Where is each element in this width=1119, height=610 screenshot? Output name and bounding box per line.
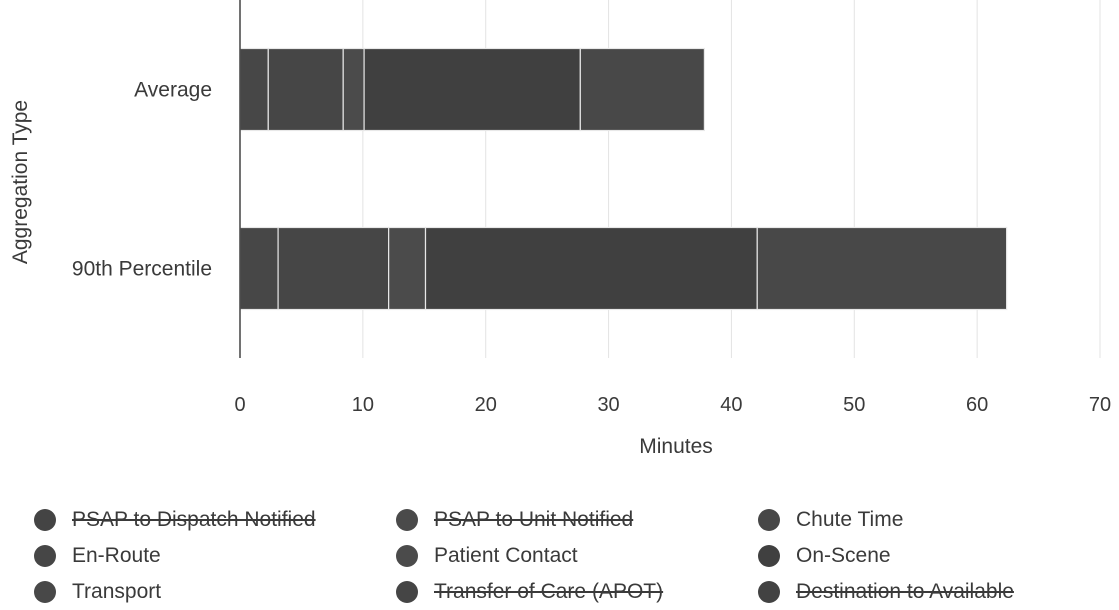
x-tick-label: 0 xyxy=(234,394,245,416)
legend-item[interactable]: En-Route xyxy=(34,538,396,574)
legend-label: Transport xyxy=(72,580,162,603)
legend: PSAP to Dispatch Notified PSAP to Unit No… xyxy=(34,502,1104,607)
bar-segment xyxy=(424,226,758,311)
legend-item[interactable]: PSAP to Unit Notified xyxy=(396,502,758,538)
bar-segment xyxy=(239,47,269,132)
legend-item[interactable]: Destination to Available xyxy=(758,574,1098,610)
legend-label: Destination to Available xyxy=(796,580,1014,603)
legend-item[interactable]: Transport xyxy=(34,574,396,610)
legend-label: Chute Time xyxy=(796,508,904,531)
legend-marker xyxy=(758,545,780,567)
bars xyxy=(239,47,1008,311)
bar-segment xyxy=(342,47,365,132)
stacked-bar-chart: 0 10 20 30 40 50 60 70 Average 90th Percentile Mi… xyxy=(9,0,1111,458)
bar-segment xyxy=(579,47,705,132)
legend-marker xyxy=(34,545,56,567)
legend-item[interactable]: Transfer of Care (APOT) xyxy=(396,574,758,610)
legend-marker xyxy=(758,509,780,531)
bar-segment xyxy=(388,226,427,311)
x-tick-label: 30 xyxy=(597,394,619,416)
x-tick-label: 10 xyxy=(352,394,374,416)
x-axis-title: Minutes xyxy=(639,435,713,458)
legend-marker xyxy=(396,509,418,531)
bar-segment xyxy=(363,47,581,132)
legend-marker xyxy=(758,581,780,603)
legend-label: En-Route xyxy=(72,544,161,567)
legend-item[interactable]: PSAP to Dispatch Notified xyxy=(34,502,396,538)
x-tick-label: 40 xyxy=(720,394,742,416)
legend-item[interactable]: Chute Time xyxy=(758,502,1098,538)
y-axis-title: Aggregation Type xyxy=(9,100,32,264)
legend-marker xyxy=(34,581,56,603)
x-tick-label: 20 xyxy=(475,394,497,416)
axes: 0 10 20 30 40 50 60 70 Average 90th Percentile xyxy=(72,0,1111,416)
y-tick-label: Average xyxy=(134,79,212,102)
x-tick-label: 50 xyxy=(843,394,865,416)
legend-label: Transfer of Care (APOT) xyxy=(434,580,664,603)
legend-label: On-Scene xyxy=(796,544,891,567)
legend-label: PSAP to Unit Notified xyxy=(434,508,634,531)
bar-segment xyxy=(267,47,344,132)
bar-segment xyxy=(239,226,279,311)
legend-marker xyxy=(396,581,418,603)
x-tick-label: 70 xyxy=(1089,394,1111,416)
legend-item[interactable]: Patient Contact xyxy=(396,538,758,574)
legend-marker xyxy=(396,545,418,567)
bar-segment xyxy=(756,226,1008,311)
legend-marker xyxy=(34,509,56,531)
legend-label: PSAP to Dispatch Notified xyxy=(72,508,316,531)
legend-label: Patient Contact xyxy=(434,544,578,567)
bar-segment xyxy=(277,226,390,311)
x-tick-label: 60 xyxy=(966,394,988,416)
y-tick-label: 90th Percentile xyxy=(72,258,212,281)
legend-item[interactable]: On-Scene xyxy=(758,538,1098,574)
